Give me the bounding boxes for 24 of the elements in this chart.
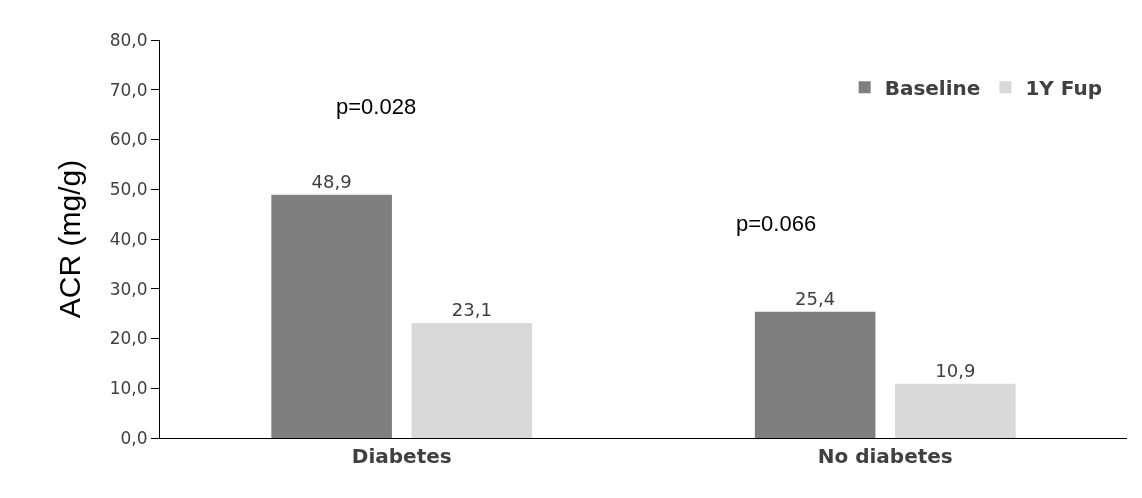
- y-tick-label: 10,0: [109, 378, 148, 399]
- y-tick-label: 80,0: [109, 29, 148, 50]
- data-label: 23,1: [451, 299, 492, 321]
- legend-label: Baseline: [884, 76, 981, 101]
- y-tick-label: 30,0: [109, 278, 148, 299]
- x-tick-label: Diabetes: [351, 444, 452, 468]
- y-tick-label: 60,0: [109, 129, 148, 150]
- annotation: p=0.028: [336, 94, 417, 119]
- data-label: 10,9: [935, 359, 976, 381]
- legend-label: 1Y Fup: [1025, 76, 1102, 101]
- bar: [411, 323, 533, 438]
- x-tick-label: No diabetes: [817, 444, 953, 468]
- bar: [895, 383, 1016, 438]
- y-tick-label: 40,0: [109, 228, 148, 249]
- y-tick-label: 20,0: [109, 328, 148, 349]
- y-tick-label: 0,0: [120, 427, 148, 448]
- data-label: 25,4: [795, 287, 836, 309]
- y-axis-title: ACR (mg/g): [52, 159, 86, 319]
- y-tick-label: 70,0: [109, 79, 148, 100]
- annotation: p=0.066: [736, 211, 817, 236]
- y-tick-label: 50,0: [109, 179, 148, 200]
- data-label: 48,9: [311, 170, 352, 192]
- bar: [754, 311, 876, 438]
- bar: [271, 194, 392, 438]
